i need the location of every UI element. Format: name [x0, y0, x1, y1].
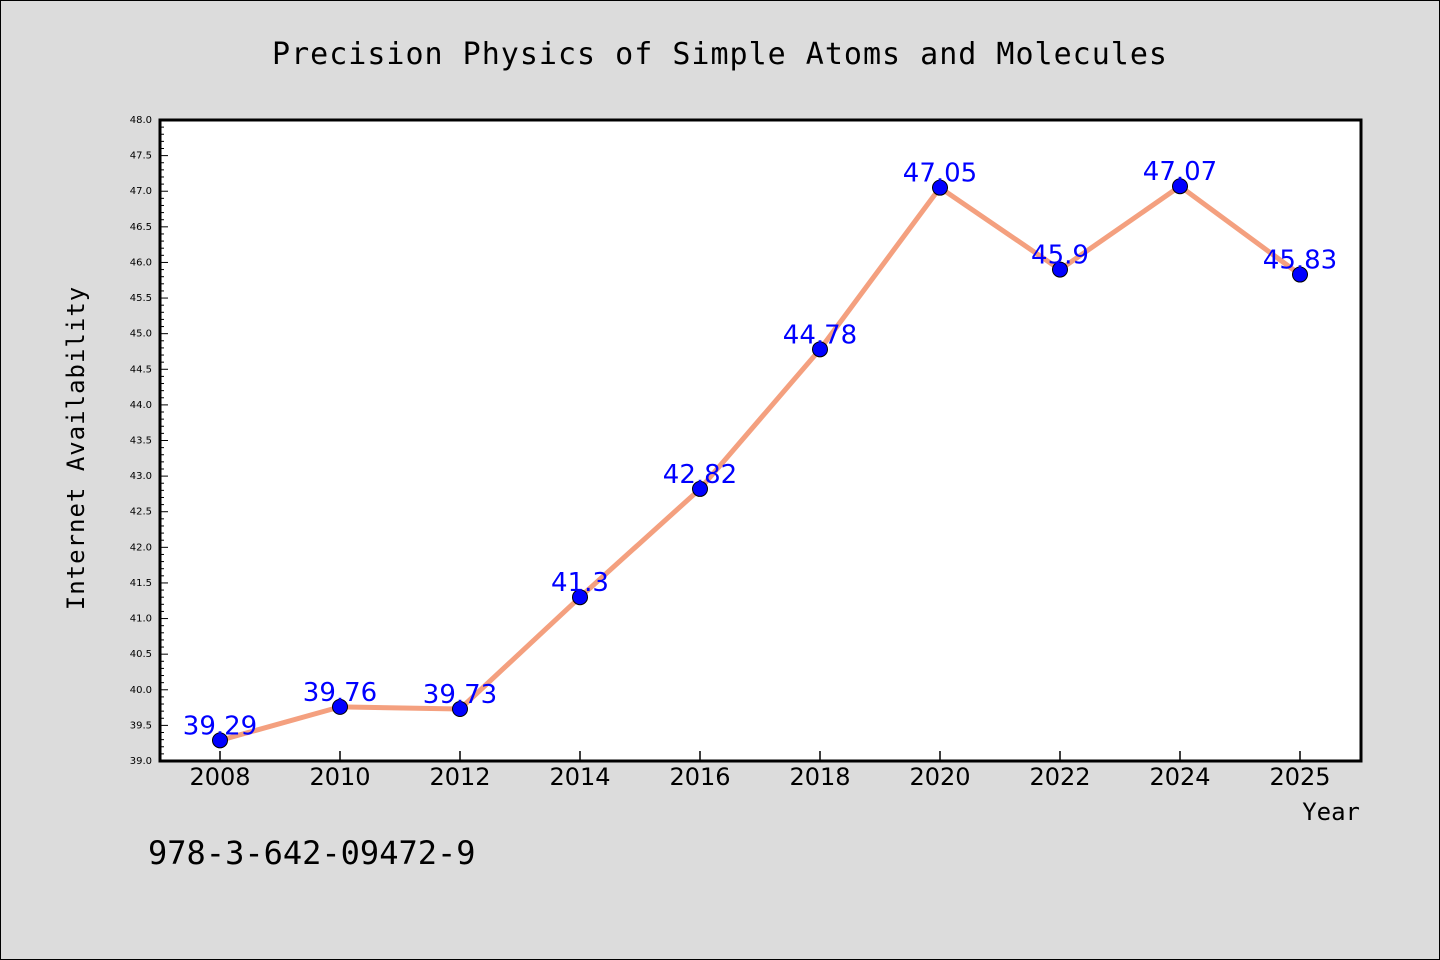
- y-tick-label: 47.0: [130, 186, 152, 197]
- y-tick-label: 41.5: [130, 578, 152, 589]
- data-label: 45.9: [1031, 241, 1089, 271]
- y-tick-label: 43.0: [130, 471, 152, 482]
- footer-code: 978-3-642-09472-9: [148, 834, 476, 872]
- data-point: [692, 480, 708, 497]
- y-tick-label: 46.5: [130, 222, 152, 233]
- x-tick-label: 2020: [909, 763, 970, 791]
- data-point: [1172, 178, 1188, 195]
- y-tick-label: 46.0: [130, 257, 152, 268]
- data-label: 39.76: [303, 678, 377, 708]
- data-point: [812, 341, 828, 358]
- data-label: 39.73: [423, 680, 497, 710]
- data-label: 45.83: [1263, 246, 1337, 276]
- y-axis-label: Internet Availability: [62, 286, 90, 610]
- x-tick-label: 2025: [1269, 763, 1330, 791]
- data-point: [452, 701, 468, 718]
- data-label: 47.05: [903, 159, 977, 189]
- data-point: [332, 698, 348, 715]
- x-tick-label: 2014: [549, 763, 610, 791]
- y-tick-label: 43.5: [130, 436, 152, 447]
- y-tick-label: 41.0: [130, 614, 152, 625]
- y-axis: 39.0 39.5 40.0 40.5 41.0 41.5 42.0 42.5 43.0 43.5…: [130, 115, 168, 767]
- y-tick-label: 47.5: [130, 151, 152, 162]
- marker-group: [212, 178, 1308, 749]
- x-tick-label: 2008: [189, 763, 250, 791]
- y-tick-label: 40.5: [130, 649, 152, 660]
- data-point: [1292, 266, 1308, 283]
- y-tick-label: 44.5: [130, 364, 152, 375]
- x-tick-label: 2024: [1149, 763, 1210, 791]
- data-label-group: 39.29 39.76 39.73 41.3 42.82 44.78 47.05 45.9 47…: [183, 157, 1337, 741]
- data-label: 44.78: [783, 320, 857, 350]
- data-label: 47.07: [1143, 157, 1217, 187]
- y-tick-label: 39.5: [130, 720, 152, 731]
- x-axis: 2008 2010 2012 2014 2016 2018 2020 2022 2024 2025: [189, 751, 1331, 791]
- data-point: [572, 589, 588, 606]
- y-tick-label: 42.0: [130, 542, 152, 553]
- plot-area: [158, 118, 1363, 763]
- series-line: [219, 183, 1302, 743]
- data-point: [212, 732, 228, 749]
- chart-title: Precision Physics of Simple Atoms and Mo…: [272, 37, 1168, 72]
- y-tick-label: 42.5: [130, 507, 152, 518]
- y-tick-label: 44.0: [130, 400, 152, 411]
- data-label: 39.29: [183, 711, 257, 741]
- x-tick-label: 2012: [429, 763, 490, 791]
- y-tick-label: 39.0: [130, 756, 152, 767]
- data-point: [932, 179, 948, 196]
- x-tick-label: 2016: [669, 763, 730, 791]
- x-tick-label: 2018: [789, 763, 850, 791]
- y-tick-label: 40.0: [130, 685, 152, 696]
- data-point: [1052, 261, 1068, 278]
- x-axis-label: Year: [1302, 798, 1360, 826]
- y-tick-label: 48.0: [130, 115, 152, 126]
- x-tick-label: 2022: [1029, 763, 1090, 791]
- series-line-group: [219, 183, 1302, 743]
- data-label: 41.3: [551, 568, 609, 598]
- y-tick-label: 45.0: [130, 329, 152, 340]
- y-tick-label: 45.5: [130, 293, 152, 304]
- x-tick-label: 2010: [309, 763, 370, 791]
- data-label: 42.82: [663, 460, 737, 490]
